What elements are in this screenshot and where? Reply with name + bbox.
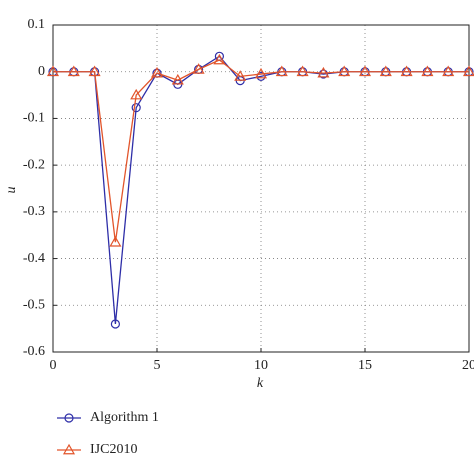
- marker: [110, 319, 121, 329]
- marker: [400, 65, 413, 77]
- marker: [462, 65, 474, 77]
- y-tick-label: 0.1: [28, 17, 46, 32]
- marker: [150, 66, 164, 78]
- marker: [421, 65, 434, 77]
- x-tick-label: 20: [462, 358, 474, 373]
- x-tick-label: 5: [154, 358, 161, 373]
- y-tick-label: -0.2: [23, 157, 45, 172]
- plot-frame: [52, 24, 470, 353]
- legend-label: IJC2010: [90, 442, 137, 457]
- legend-label: Algorithm 1: [90, 410, 159, 425]
- marker: [171, 73, 184, 85]
- y-tick-label: -0.1: [23, 111, 45, 126]
- marker: [254, 67, 268, 79]
- marker: [109, 236, 122, 247]
- y-tick-label: -0.6: [23, 344, 45, 359]
- x-tick-label: 0: [50, 358, 57, 373]
- marker: [317, 66, 330, 78]
- marker: [338, 65, 351, 77]
- marker: [130, 88, 143, 100]
- marker: [442, 65, 455, 77]
- legend-marker: [62, 443, 76, 455]
- x-tick-label: 15: [358, 358, 372, 373]
- legend-marker: [64, 413, 74, 423]
- marker: [213, 53, 226, 65]
- y-tick-label: -0.3: [23, 204, 45, 219]
- y-tick-label: -0.4: [23, 251, 45, 266]
- series-line: [53, 59, 469, 243]
- marker: [379, 65, 392, 77]
- marker: [131, 103, 141, 113]
- y-axis-label: u: [4, 187, 19, 194]
- marker: [296, 65, 309, 77]
- marker: [192, 63, 205, 74]
- marker: [67, 65, 80, 77]
- marker: [358, 65, 372, 77]
- y-tick-label: 0: [38, 64, 45, 79]
- marker: [275, 65, 288, 77]
- marker: [46, 65, 60, 77]
- marker: [234, 70, 247, 81]
- marker: [88, 65, 101, 77]
- x-axis-label: k: [257, 376, 264, 391]
- y-tick-label: -0.5: [23, 298, 45, 313]
- x-tick-label: 10: [254, 358, 268, 373]
